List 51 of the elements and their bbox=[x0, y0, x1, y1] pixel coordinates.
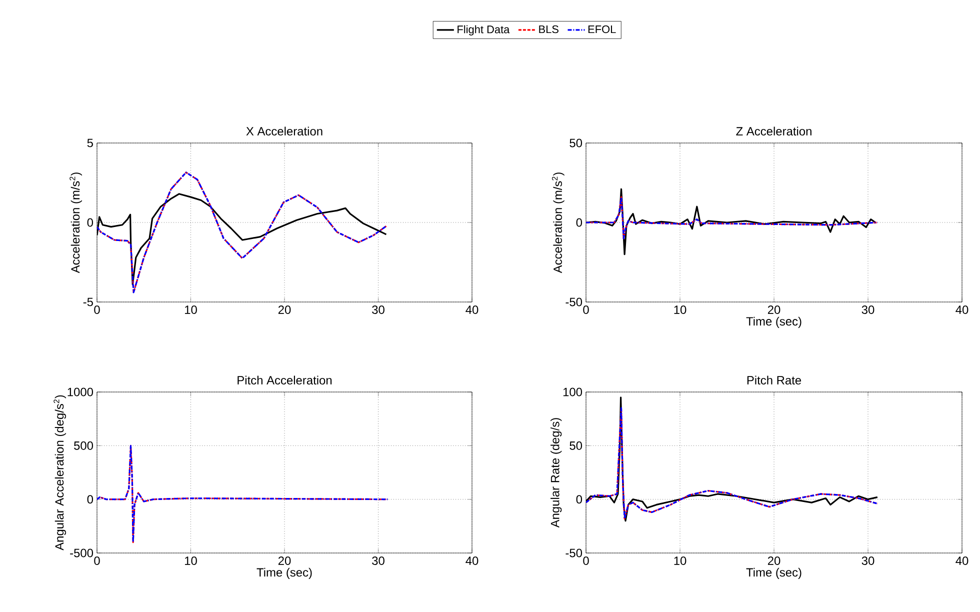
y-tick-label: 0 bbox=[87, 495, 94, 504]
x-axis-title: Time (sec) bbox=[746, 568, 802, 579]
x-tick-label: 40 bbox=[956, 556, 968, 565]
y-tick-label: -50 bbox=[566, 548, 582, 558]
line-series bbox=[97, 172, 388, 294]
chart-title: X Acceleration bbox=[246, 126, 322, 136]
y-tick-label: 1000 bbox=[68, 388, 94, 396]
x-tick-label: 20 bbox=[278, 306, 291, 314]
y-tick-label: -500 bbox=[70, 548, 94, 558]
x-tick-label: 20 bbox=[768, 306, 780, 314]
x-tick-label: 30 bbox=[372, 556, 384, 565]
x-tick-label: 10 bbox=[185, 556, 197, 565]
x-tick-label: 30 bbox=[862, 556, 874, 565]
x-tick-label: 40 bbox=[466, 306, 478, 314]
x-tick-label: 40 bbox=[956, 306, 968, 314]
chart-title: Pitch Rate bbox=[747, 376, 802, 384]
x-axis-title: Time (sec) bbox=[256, 568, 312, 579]
x-tick-label: 30 bbox=[862, 306, 874, 314]
y-tick-label: 50 bbox=[570, 138, 582, 148]
line-series bbox=[97, 444, 388, 544]
x-tick-label: 0 bbox=[583, 556, 589, 565]
y-tick-label: -5 bbox=[83, 298, 93, 306]
x-tick-label: 0 bbox=[583, 306, 589, 314]
legend-label: Flight Data bbox=[458, 25, 510, 36]
x-tick-label: 20 bbox=[278, 556, 291, 565]
y-tick-label: 0 bbox=[576, 495, 582, 504]
y-axis-title: Angular Acceleration (deg/s$^{2}$) bbox=[54, 395, 66, 550]
y-tick-label: 50 bbox=[570, 441, 582, 450]
legend-label: EFOL bbox=[588, 25, 616, 34]
x-tick-label: 30 bbox=[372, 306, 384, 314]
y-axis-title: Acceleration (m/s$^{2}$) bbox=[552, 172, 564, 274]
chart-title: Pitch Acceleration bbox=[238, 376, 332, 384]
y-tick-label: 0 bbox=[576, 218, 582, 227]
y-axis-title: Acceleration (m/s$^{2}$) bbox=[70, 172, 82, 274]
x-axis-title: Time (sec) bbox=[746, 316, 802, 328]
legend-label: BLS bbox=[539, 25, 558, 34]
x-tick-label: 0 bbox=[94, 556, 100, 565]
x-tick-label: 0 bbox=[94, 306, 100, 314]
y-tick-label: 500 bbox=[74, 441, 94, 450]
line-series bbox=[586, 196, 878, 240]
x-tick-label: 10 bbox=[674, 556, 686, 565]
y-tick-label: 100 bbox=[563, 388, 582, 396]
x-tick-label: 20 bbox=[768, 556, 780, 565]
x-tick-label: 40 bbox=[466, 556, 478, 565]
y-tick-label: 5 bbox=[87, 138, 93, 148]
x-tick-label: 10 bbox=[674, 306, 686, 314]
y-tick-label: 0 bbox=[87, 218, 94, 227]
y-tick-label: -50 bbox=[566, 298, 582, 306]
x-tick-label: 10 bbox=[185, 306, 197, 314]
y-axis-title: Angular Rate (deg/s) bbox=[550, 418, 562, 528]
chart-title: Z Acceleration bbox=[736, 126, 812, 136]
